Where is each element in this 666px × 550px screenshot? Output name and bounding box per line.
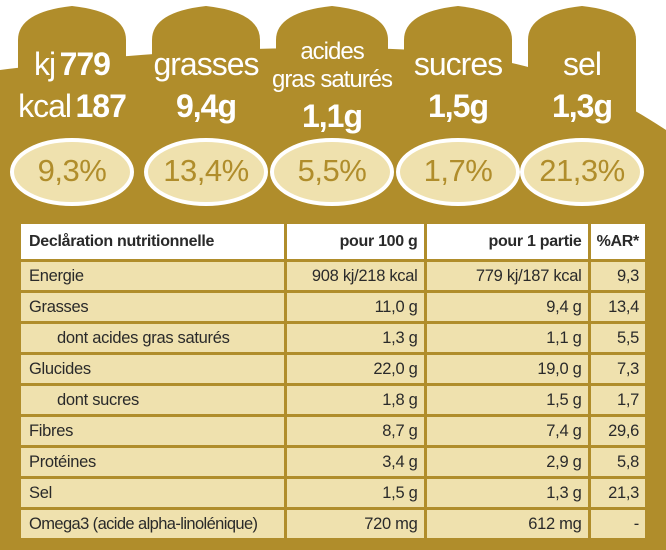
row-per-100g: 908 kj/218 kcal <box>285 260 427 293</box>
table-row: Glucides 22,0 g 19,0 g 7,3 <box>21 353 645 386</box>
row-label: Grasses <box>21 291 287 324</box>
salt-percent: 21,3% <box>539 153 625 188</box>
saturated-percent: 5,5% <box>297 153 367 188</box>
row-per-portion: 19,0 g <box>425 353 591 386</box>
row-per-portion: 7,4 g <box>425 415 591 448</box>
row-per-portion: 1,1 g <box>425 322 591 355</box>
table-row: Omega3 (acide alpha-linolénique) 720 mg … <box>21 508 645 538</box>
table-row: Sel 1,5 g 1,3 g 21,3 <box>21 477 645 510</box>
energy-kj: kj 779 <box>8 48 136 80</box>
table-row: Fibres 8,7 g 7,4 g 29,6 <box>21 415 645 448</box>
row-label: Energie <box>21 260 287 293</box>
row-per-portion: 2,9 g <box>425 446 591 479</box>
row-ar: 5,8 <box>589 446 645 479</box>
row-per-100g: 1,5 g <box>285 477 427 510</box>
row-label: Sel <box>21 477 287 510</box>
badge-shape <box>10 6 134 206</box>
row-ar: 13,4 <box>589 291 645 324</box>
salt-value: 1,3g <box>551 88 613 124</box>
row-per-100g: 1,3 g <box>285 322 427 355</box>
row-label: Fibres <box>21 415 287 448</box>
row-per-100g: 22,0 g <box>285 353 427 386</box>
badge-shape <box>144 6 268 206</box>
table-row: Protéines 3,4 g 2,9 g 5,8 <box>21 446 645 479</box>
energy-kcal-label: kcal <box>18 88 72 124</box>
energy-kcal-value: 187 <box>75 88 126 124</box>
row-per-portion: 1,5 g <box>425 384 591 417</box>
saturated-label-2: gras saturés <box>271 66 393 93</box>
badge-shape <box>396 6 520 206</box>
header-per-portion: pour 1 partie <box>425 224 591 262</box>
salt-badge: sel 1,3g 21,3% <box>518 0 646 210</box>
table-row: dont sucres 1,8 g 1,5 g 1,7 <box>21 384 645 417</box>
salt-label: sel <box>563 46 602 82</box>
row-per-portion: 1,3 g <box>425 477 591 510</box>
energy-badge: kj 779 kcal 187 9,3% <box>8 0 136 210</box>
saturated-fat-badge: acides gras saturés 1,1g 5,5% <box>268 0 396 210</box>
row-label: Omega3 (acide alpha-linolénique) <box>21 508 287 538</box>
row-ar: 7,3 <box>589 353 645 386</box>
energy-kcal: kcal 187 <box>8 90 136 122</box>
row-label: Glucides <box>21 353 287 386</box>
energy-percent: 9,3% <box>37 153 107 188</box>
sugar-value: 1,5g <box>427 88 489 124</box>
nutrition-table: Declåration nutritionnelle pour 100 g po… <box>21 224 645 538</box>
table-header-row: Declåration nutritionnelle pour 100 g po… <box>21 224 645 262</box>
header-declaration: Declåration nutritionnelle <box>21 224 287 262</box>
badge-shape <box>520 6 644 206</box>
row-ar: - <box>589 508 645 538</box>
row-ar: 9,3 <box>589 260 645 293</box>
row-label: dont acides gras saturés <box>21 322 287 355</box>
saturated-value: 1,1g <box>301 98 363 134</box>
fat-value: 9,4g <box>175 88 237 124</box>
fat-label: grasses <box>153 46 259 82</box>
row-per-100g: 3,4 g <box>285 446 427 479</box>
header-per-100g: pour 100 g <box>285 224 427 262</box>
row-ar: 21,3 <box>589 477 645 510</box>
row-per-100g: 1,8 g <box>285 384 427 417</box>
row-label: Protéines <box>21 446 287 479</box>
energy-kj-label: kj <box>34 46 56 82</box>
row-ar: 1,7 <box>589 384 645 417</box>
row-per-100g: 720 mg <box>285 508 427 538</box>
fat-badge: grasses 9,4g 13,4% <box>142 0 270 210</box>
sugar-percent: 1,7% <box>423 153 493 188</box>
row-ar: 5,5 <box>589 322 645 355</box>
row-per-100g: 11,0 g <box>285 291 427 324</box>
row-per-portion: 612 mg <box>425 508 591 538</box>
row-label: dont sucres <box>21 384 287 417</box>
table-row: Grasses 11,0 g 9,4 g 13,4 <box>21 291 645 324</box>
fat-percent: 13,4% <box>163 153 249 188</box>
saturated-label-1: acides <box>300 38 364 65</box>
header-ar: %AR* <box>589 224 645 262</box>
sugar-badge: sucres 1,5g 1,7% <box>394 0 522 210</box>
badge-shape <box>270 6 394 206</box>
row-per-portion: 779 kj/187 kcal <box>425 260 591 293</box>
row-per-100g: 8,7 g <box>285 415 427 448</box>
sugar-label: sucres <box>413 46 503 82</box>
table-row: dont acides gras saturés 1,3 g 1,1 g 5,5 <box>21 322 645 355</box>
row-per-portion: 9,4 g <box>425 291 591 324</box>
table-row: Energie 908 kj/218 kcal 779 kj/187 kcal … <box>21 260 645 293</box>
energy-kj-value: 779 <box>59 46 111 82</box>
row-ar: 29,6 <box>589 415 645 448</box>
